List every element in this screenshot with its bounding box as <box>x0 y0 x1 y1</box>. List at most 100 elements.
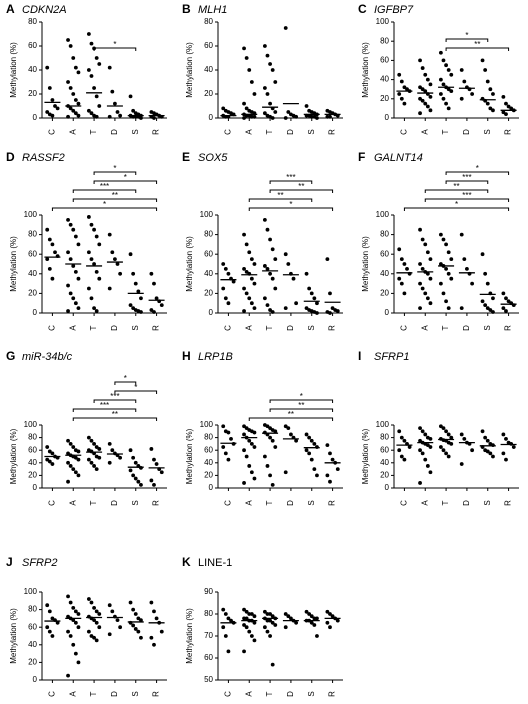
x-tick-label: A <box>68 325 77 331</box>
data-point <box>53 104 57 108</box>
data-point <box>252 114 257 119</box>
significance-label: * <box>300 392 303 401</box>
panel-label: I <box>358 349 361 363</box>
data-point <box>53 250 57 255</box>
x-tick-label: D <box>286 129 295 135</box>
data-point <box>86 629 91 634</box>
data-point <box>247 250 252 255</box>
panel-title: RASSF2 <box>22 152 65 164</box>
data-point <box>268 308 272 312</box>
y-tick-label: 100 <box>200 210 214 219</box>
data-point <box>309 291 314 296</box>
data-point <box>66 309 70 313</box>
x-tick-label: S <box>483 325 492 330</box>
data-point <box>128 468 133 473</box>
data-point <box>50 462 55 466</box>
data-point <box>229 436 233 441</box>
data-point <box>76 306 81 310</box>
significance-bracket <box>51 207 158 211</box>
significance-label: * <box>113 40 116 49</box>
data-point <box>152 642 156 647</box>
data-point <box>446 306 451 310</box>
data-point <box>509 106 514 111</box>
data-point <box>262 111 267 116</box>
panel-label: D <box>6 150 15 164</box>
data-point <box>438 445 443 449</box>
data-point <box>444 101 448 106</box>
data-point <box>262 86 267 90</box>
significance-bracket <box>445 47 510 51</box>
data-point <box>226 301 231 306</box>
data-point <box>128 94 133 99</box>
data-point <box>446 454 451 459</box>
data-point <box>459 232 464 237</box>
x-tick-label: A <box>68 129 77 135</box>
data-point <box>128 303 133 308</box>
data-point <box>110 609 115 614</box>
data-point <box>418 306 422 310</box>
data-point <box>247 68 252 72</box>
data-point <box>223 634 228 638</box>
x-tick-label: D <box>286 691 295 697</box>
x-tick-label: S <box>131 325 140 330</box>
y-tick-label: 40 <box>28 640 37 649</box>
data-point <box>399 281 404 286</box>
data-point <box>309 620 314 625</box>
data-point <box>94 620 99 625</box>
data-point <box>283 306 288 310</box>
data-point <box>66 438 70 443</box>
significance-label: * <box>103 200 106 209</box>
data-point <box>50 242 55 247</box>
data-point <box>444 267 448 271</box>
data-point <box>66 629 70 634</box>
x-tick-label: T <box>265 325 274 330</box>
data-point <box>420 66 425 70</box>
data-point <box>268 62 272 66</box>
data-point <box>312 296 317 301</box>
data-point <box>268 634 272 638</box>
data-point <box>286 614 291 619</box>
data-point <box>420 87 425 92</box>
data-point <box>136 629 141 634</box>
data-point <box>483 271 488 276</box>
significance-bracket <box>269 189 334 193</box>
significance-label: * <box>134 383 137 392</box>
data-point <box>71 445 76 449</box>
y-tick-label: 0 <box>385 113 390 122</box>
data-point <box>89 257 94 261</box>
data-point <box>97 625 102 630</box>
data-point <box>325 473 330 478</box>
data-point <box>268 612 272 616</box>
data-point <box>71 467 76 471</box>
data-point <box>66 460 70 465</box>
data-point <box>501 306 506 310</box>
panel-label: F <box>358 150 365 164</box>
x-tick-label: S <box>131 129 140 134</box>
data-point <box>107 286 112 291</box>
data-point <box>242 616 246 621</box>
y-tick-label: 0 <box>209 113 214 122</box>
y-axis-label: Methylation (%) <box>185 236 194 292</box>
data-point <box>223 451 228 456</box>
data-point <box>483 303 488 308</box>
y-tick-label: 60 <box>380 445 389 454</box>
y-tick-label: 90 <box>204 587 213 596</box>
significance-bracket <box>93 180 158 184</box>
data-point <box>446 432 451 437</box>
data-point <box>66 250 70 255</box>
data-point <box>273 257 278 261</box>
y-tick-label: 80 <box>380 230 389 239</box>
data-point <box>315 301 319 306</box>
data-point <box>244 616 249 621</box>
y-tick-label: 60 <box>204 445 213 454</box>
data-point <box>68 634 73 638</box>
y-tick-label: 0 <box>209 483 214 492</box>
data-point <box>47 237 52 242</box>
y-tick-label: 20 <box>204 289 213 298</box>
data-point <box>249 442 254 446</box>
data-point <box>107 232 112 237</box>
x-tick-label: A <box>420 500 429 506</box>
data-point <box>488 106 493 111</box>
data-point <box>107 460 112 465</box>
y-tick-label: 60 <box>204 653 213 662</box>
